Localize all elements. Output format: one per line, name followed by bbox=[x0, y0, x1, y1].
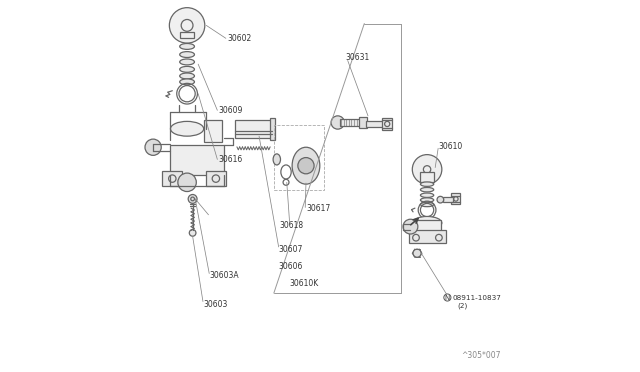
Text: (2): (2) bbox=[458, 303, 468, 309]
Text: 30607: 30607 bbox=[278, 245, 303, 254]
Text: 30602: 30602 bbox=[227, 34, 252, 43]
Text: 30631: 30631 bbox=[345, 53, 369, 62]
Bar bbox=[420, 172, 434, 182]
Bar bbox=[359, 117, 367, 128]
Circle shape bbox=[178, 173, 196, 192]
Bar bbox=[270, 118, 275, 140]
Bar bbox=[408, 230, 445, 243]
Text: 30618: 30618 bbox=[280, 221, 303, 230]
Ellipse shape bbox=[180, 66, 195, 72]
Ellipse shape bbox=[420, 193, 434, 198]
Bar bbox=[451, 193, 460, 205]
Text: 30616: 30616 bbox=[218, 155, 243, 164]
Ellipse shape bbox=[420, 187, 434, 192]
Bar bbox=[235, 120, 272, 138]
Circle shape bbox=[331, 116, 344, 129]
Bar bbox=[382, 118, 392, 130]
Text: 30610: 30610 bbox=[439, 142, 463, 151]
Bar bbox=[413, 220, 441, 235]
Ellipse shape bbox=[292, 147, 320, 184]
Ellipse shape bbox=[420, 198, 434, 202]
Circle shape bbox=[298, 158, 314, 174]
Ellipse shape bbox=[273, 154, 280, 165]
Circle shape bbox=[145, 139, 161, 155]
Ellipse shape bbox=[180, 79, 195, 85]
Text: 30617: 30617 bbox=[306, 204, 330, 214]
Text: 30606: 30606 bbox=[278, 262, 303, 271]
Circle shape bbox=[413, 249, 421, 257]
Text: 30609: 30609 bbox=[218, 106, 243, 115]
Bar bbox=[204, 119, 222, 142]
Ellipse shape bbox=[170, 121, 204, 136]
Circle shape bbox=[188, 195, 197, 203]
Bar bbox=[180, 32, 195, 38]
Ellipse shape bbox=[420, 202, 434, 207]
Ellipse shape bbox=[420, 182, 434, 186]
Bar bbox=[340, 119, 360, 126]
Circle shape bbox=[403, 219, 418, 234]
Bar bbox=[443, 197, 453, 202]
Circle shape bbox=[412, 155, 442, 184]
Ellipse shape bbox=[180, 52, 195, 58]
Bar bbox=[205, 171, 226, 186]
Bar bbox=[162, 171, 182, 186]
Text: 30603: 30603 bbox=[204, 300, 228, 309]
Text: 08911-10837: 08911-10837 bbox=[452, 295, 501, 301]
Circle shape bbox=[437, 196, 444, 203]
Circle shape bbox=[189, 230, 196, 236]
Bar bbox=[170, 145, 224, 175]
Circle shape bbox=[170, 8, 205, 43]
Text: ^305*007: ^305*007 bbox=[461, 351, 501, 360]
Bar bbox=[366, 121, 384, 126]
Ellipse shape bbox=[180, 73, 195, 79]
Text: 30603A: 30603A bbox=[209, 271, 239, 280]
Text: N: N bbox=[445, 295, 450, 301]
Ellipse shape bbox=[412, 217, 442, 230]
Bar bbox=[274, 125, 324, 190]
Ellipse shape bbox=[180, 59, 195, 65]
Text: 30610K: 30610K bbox=[290, 279, 319, 288]
Ellipse shape bbox=[180, 44, 195, 49]
